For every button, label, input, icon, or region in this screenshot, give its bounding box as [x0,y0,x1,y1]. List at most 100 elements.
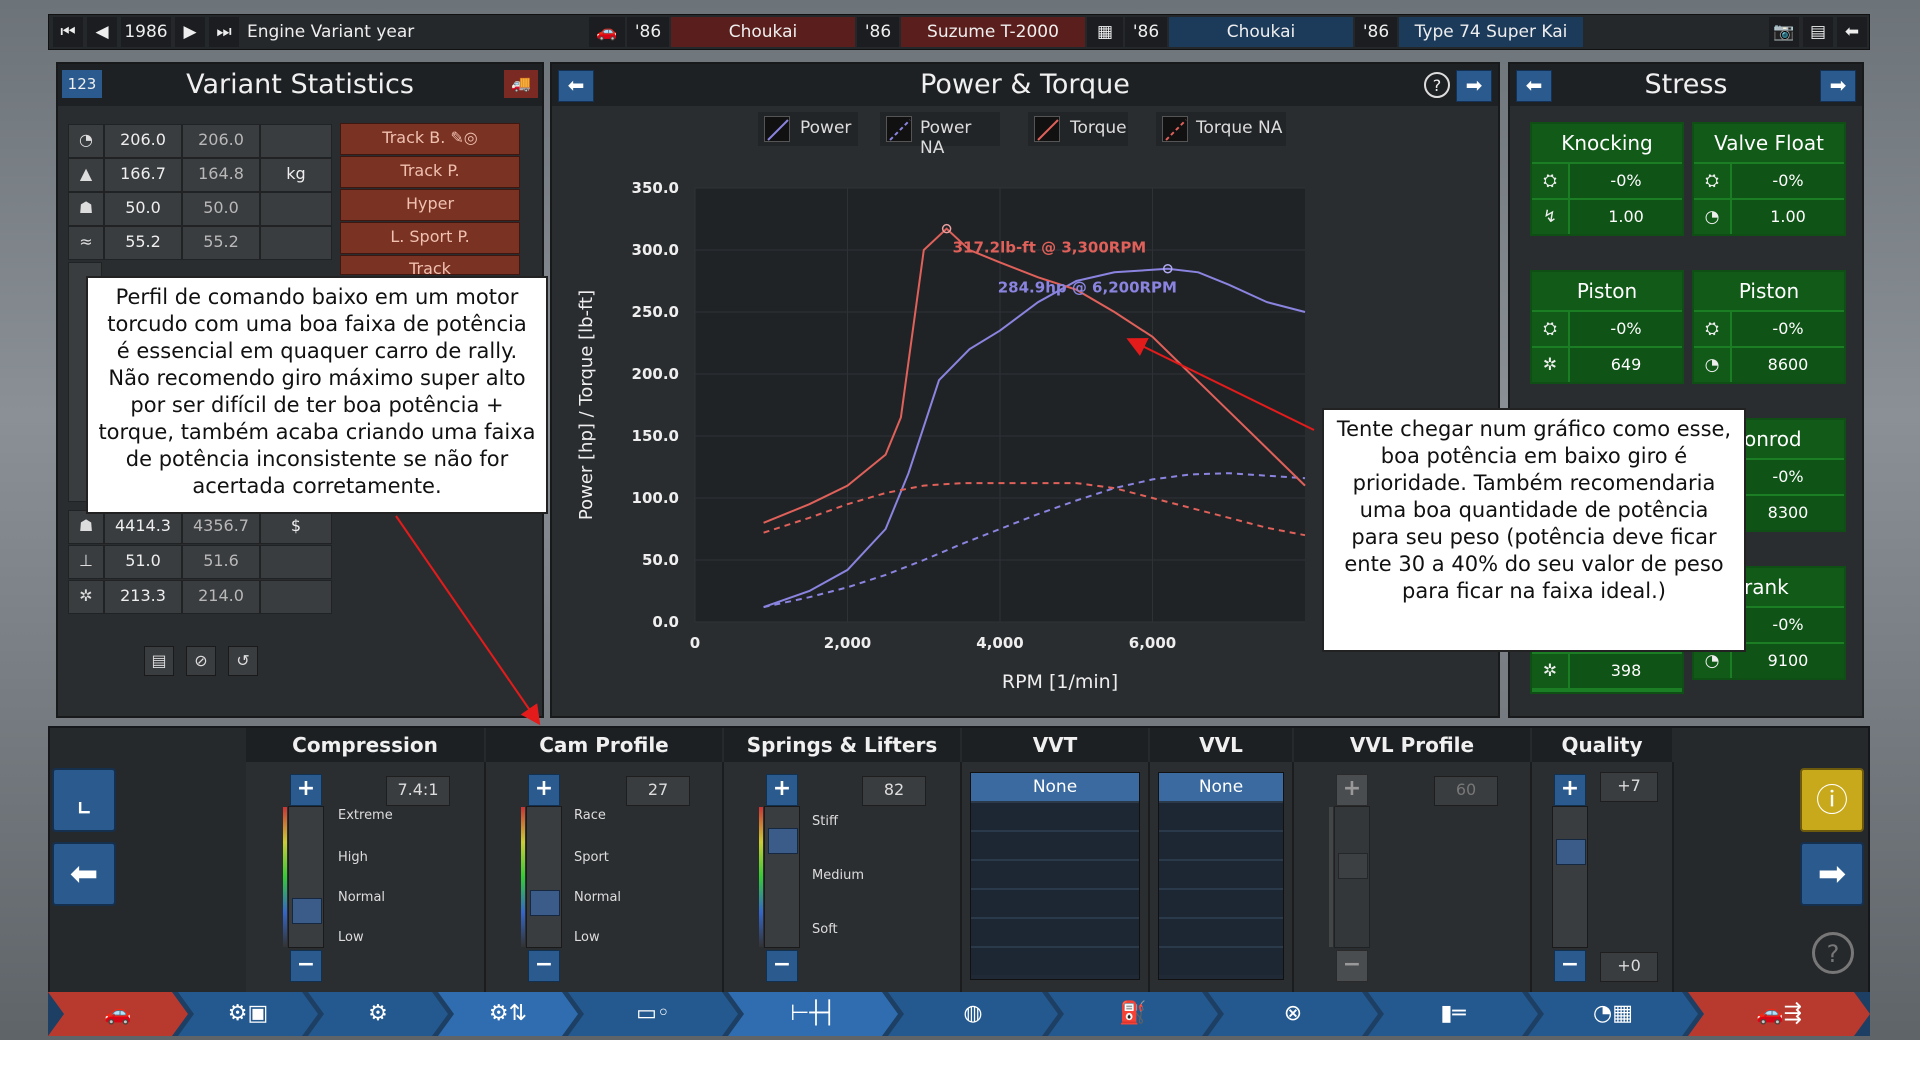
cam-plus-button[interactable]: + [528,774,560,806]
nav-export-icon[interactable]: 🚗⇶ [1688,992,1870,1036]
help-circle-icon[interactable]: ? [1812,932,1854,974]
legend-power-na[interactable]: Power NA [880,112,1000,158]
cancel-icon[interactable]: ⊘ [186,646,216,676]
chart-next-arrow-icon[interactable]: ➡ [1456,70,1492,102]
stress-piston-2: Piston ⛭ -0% ◔ 8600 [1692,270,1846,384]
nav-exhaust-icon[interactable]: ⊗ [1208,992,1378,1036]
stress-next-arrow-icon[interactable]: ➡ [1820,70,1856,102]
nav-bottom-end-icon[interactable]: ▭◦ [568,992,738,1036]
list-item[interactable] [1159,946,1283,975]
compression-plus-button[interactable]: + [290,774,322,806]
slider-knob[interactable] [292,898,322,924]
vvl-list[interactable]: None [1158,772,1284,980]
list-item[interactable] [1159,888,1283,917]
cam-slider[interactable] [521,806,562,948]
nav-top-end-icon[interactable]: ⚙⇅ [438,992,578,1036]
legend-torque-na[interactable]: Torque NA [1156,112,1286,146]
vvl-profile-value[interactable]: 60 [1434,776,1498,806]
slot4-name[interactable]: Type 74 Super Kai [1399,17,1583,47]
last-year-button[interactable]: ⏭ [209,17,239,47]
quality-minus-button[interactable]: − [1554,950,1586,982]
undo-icon[interactable]: ↺ [228,646,258,676]
y-tick-label: 350.0 [632,179,679,197]
springs-value[interactable]: 82 [862,776,926,806]
legend-torque[interactable]: Torque [1028,112,1128,146]
camera-icon[interactable]: 📷 [1769,17,1799,47]
vvl-selected-option[interactable]: None [1159,773,1283,801]
cam-minus-button[interactable]: − [528,950,560,982]
list-item[interactable] [971,801,1139,830]
slot1-name[interactable]: Choukai [671,17,855,47]
quality-slider[interactable] [1552,806,1588,948]
springs-plus-button[interactable]: + [766,774,798,806]
id-badge[interactable]: 123 [62,70,102,98]
vvt-selected-option[interactable]: None [971,773,1139,801]
truck-icon[interactable]: 🚚 [504,70,538,98]
nav-fuel-icon[interactable]: ⛽ [1048,992,1218,1036]
list-item[interactable] [971,917,1139,946]
slider-knob[interactable] [530,890,560,916]
torque-peak-label: 317.2lb-ft @ 3,300RPM [953,239,1147,257]
help-icon[interactable]: ? [1424,72,1450,98]
list-item[interactable] [971,859,1139,888]
slider-knob[interactable] [1338,853,1368,879]
next-year-button[interactable]: ▶ [175,17,205,47]
springs-minus-button[interactable]: − [766,950,798,982]
list-item[interactable] [1159,830,1283,859]
slot3-name[interactable]: Choukai [1169,17,1353,47]
notes-icon[interactable]: ▤ [144,646,174,676]
slot1-year: '86 [627,17,669,47]
forward-arrow-icon[interactable]: ➡ [1800,842,1864,906]
tab-hyper[interactable]: Hyper [340,189,520,221]
slider-knob[interactable] [1556,839,1586,865]
nav-cams-icon[interactable]: ⊢┼┤ [728,992,898,1036]
nav-test-icon[interactable]: ◔▦ [1528,992,1698,1036]
legend-swatch [764,116,790,142]
back-arrow-icon[interactable]: ⬅ [52,842,116,906]
stress-prev-arrow-icon[interactable]: ⬅ [1516,70,1552,102]
legend-swatch [1162,116,1188,142]
warning-icon[interactable]: ⓘ [1800,768,1864,832]
legend-power[interactable]: Power [758,112,858,146]
nav-family-icon[interactable]: ⚙▣ [178,992,318,1036]
list-item[interactable] [971,830,1139,859]
list-item[interactable] [1159,801,1283,830]
cam-value[interactable]: 27 [626,776,690,806]
nav-block-icon[interactable]: ⚙ [308,992,448,1036]
nav-turbo-icon[interactable]: ◍ [888,992,1058,1036]
list-item[interactable] [1159,859,1283,888]
nav-car-icon[interactable]: 🚗 [48,992,188,1036]
tab-track-b[interactable]: Track B. ✎◎ [340,123,520,155]
springs-slider[interactable] [759,806,800,948]
stress-box-title: Piston [1532,272,1682,310]
vvl-profile-plus-button[interactable]: + [1336,774,1368,806]
variant-year-label: Engine Variant year [247,22,415,42]
compression-slider[interactable] [283,806,324,948]
tab-track-p[interactable]: Track P. [340,156,520,188]
tab-track[interactable]: Track [340,255,520,275]
list-item[interactable] [971,946,1139,975]
stat-previous: 51.6 [182,545,260,579]
calculator-icon[interactable]: ▤ [1803,17,1833,47]
curve-edit-icon[interactable]: ⌞ [52,768,116,832]
compression-minus-button[interactable]: − [290,950,322,982]
vvl-profile-minus-button[interactable]: − [1336,950,1368,982]
slot2-name[interactable]: Suzume T-2000 [901,17,1085,47]
list-item[interactable] [1159,917,1283,946]
level-label: Medium [812,868,864,883]
quality-plus-button[interactable]: + [1554,774,1586,806]
compression-value[interactable]: 7.4:1 [386,776,450,806]
slider-knob[interactable] [768,828,798,854]
vvt-list[interactable]: None [970,772,1140,980]
year-field[interactable]: 1986 [121,17,171,47]
chart-prev-arrow-icon[interactable]: ⬅ [558,70,594,102]
vvl-profile-slider[interactable] [1329,806,1370,948]
back-icon[interactable]: ⬅ [1837,17,1867,47]
tab-l-sport-p[interactable]: L. Sport P. [340,222,520,254]
arrow-to-cam-profile [395,515,541,726]
legend-label: Power NA [920,118,972,158]
prev-year-button[interactable]: ◀ [87,17,117,47]
first-year-button[interactable]: ⏮ [53,17,83,47]
nav-intake-icon[interactable]: ▮═ [1368,992,1538,1036]
list-item[interactable] [971,888,1139,917]
